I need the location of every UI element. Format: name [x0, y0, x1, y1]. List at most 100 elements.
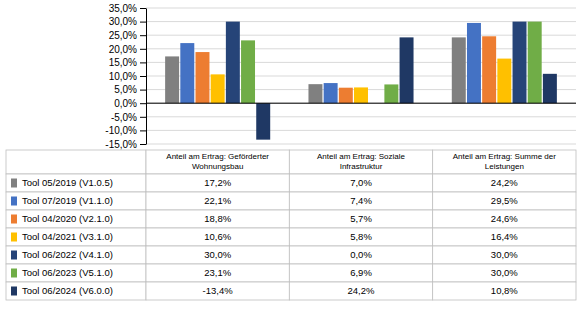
table-cell: [289, 264, 432, 282]
bar-series: [226, 22, 527, 104]
table-cell: [6, 210, 146, 228]
table-cell: [433, 228, 576, 246]
bar: [165, 56, 179, 103]
table-cell: [146, 282, 289, 300]
table-cell: [289, 192, 432, 210]
bar: [195, 52, 209, 103]
bar-series: [195, 36, 496, 103]
tick: 30,0%: [109, 16, 146, 27]
table-cell: [6, 264, 146, 282]
table-value: 24,6%: [491, 213, 518, 224]
grid-line: [146, 130, 576, 131]
table-value: 17,2%: [204, 177, 231, 188]
chart: -15,0% -10,0% -5,0% 0,0% 5,0% 10,0% 15,0% 20,0%…: [0, 0, 582, 312]
table-header-line: Wohnungsbau: [192, 162, 243, 171]
tick-label: 15,0%: [109, 57, 137, 68]
tick-mark: [140, 90, 146, 91]
tick-mark: [140, 62, 146, 63]
legend-label: Tool 06/2022 (V4.1.0): [22, 249, 113, 260]
legend-swatch: [11, 287, 17, 296]
table-cell: [6, 174, 146, 192]
tick-mark: [140, 22, 146, 23]
legend-swatch: [11, 269, 17, 278]
table-header-line: Leistungen: [485, 162, 524, 171]
bar: [256, 103, 270, 139]
tick: -5,0%: [111, 112, 146, 123]
table-cell: [6, 282, 146, 300]
table-value: 30,0%: [491, 267, 518, 278]
table-value: 5,7%: [350, 213, 372, 224]
bar: [543, 74, 557, 103]
tick-mark: [140, 8, 146, 9]
tick-label: -10,0%: [105, 125, 137, 136]
table-cell: [146, 192, 289, 210]
bar: [324, 83, 338, 103]
tick: 20,0%: [109, 44, 146, 55]
table-cell: [433, 246, 576, 264]
table-cell: [146, 228, 289, 246]
legend-swatch: [11, 215, 17, 224]
bar: [452, 37, 466, 103]
bar: [211, 74, 225, 103]
bar-series: [211, 59, 512, 104]
bar: [226, 22, 240, 104]
bar-series: [180, 23, 481, 103]
tick: 10,0%: [109, 71, 146, 82]
zero-line: [146, 103, 576, 104]
table-value: 22,1%: [204, 195, 231, 206]
table-value: 5,8%: [350, 231, 372, 242]
grid: [146, 8, 576, 144]
tick-mark: [140, 144, 146, 145]
table-value: -13,4%: [203, 285, 234, 296]
tick-label: 0,0%: [114, 98, 137, 109]
bar: [180, 43, 194, 103]
legend-label: Tool 05/2019 (V1.0.5): [22, 177, 113, 188]
bar: [384, 84, 398, 103]
bar: [400, 37, 414, 103]
tick-mark: [140, 103, 146, 104]
legend-label: Tool 06/2023 (V5.1.0): [22, 267, 113, 278]
table-cell: [6, 192, 146, 210]
bars: [165, 22, 557, 140]
bar: [241, 40, 255, 103]
table-value: 10,8%: [491, 285, 518, 296]
table-value: 18,8%: [204, 213, 231, 224]
table-cell: [289, 174, 432, 192]
table-value: 6,9%: [350, 267, 372, 278]
bar: [308, 84, 322, 103]
legend-label: Tool 04/2021 (V3.1.0): [22, 231, 113, 242]
table-cell: [146, 264, 289, 282]
grid-line: [146, 62, 576, 63]
tick-label: -15,0%: [105, 139, 137, 150]
bar-series: [241, 22, 542, 104]
table-cell: [146, 150, 289, 174]
table-value: 24,2%: [348, 285, 375, 296]
bar: [513, 22, 527, 104]
table-header: Anteil am Ertrag: SozialeInfrastruktur: [317, 152, 406, 171]
table-cell: [433, 192, 576, 210]
bar: [354, 87, 368, 103]
tick-mark: [140, 35, 146, 36]
table-value: 0,0%: [350, 249, 372, 260]
tick: 5,0%: [114, 84, 146, 95]
tick: -10,0%: [105, 125, 146, 136]
legend-swatch: [11, 179, 17, 188]
table-cell: [433, 282, 576, 300]
table-value: 24,2%: [491, 177, 518, 188]
table-cell: [146, 246, 289, 264]
bar: [528, 22, 542, 104]
table-cell: [289, 282, 432, 300]
tick-label: 20,0%: [109, 44, 137, 55]
grid-line: [146, 21, 576, 22]
bar: [482, 36, 496, 103]
bar: [467, 23, 481, 103]
table-header-line: Anteil am Ertrag: Summe der: [453, 152, 556, 161]
legend-swatch: [11, 251, 17, 260]
grid-line: [146, 144, 576, 145]
table-value: 30,0%: [204, 249, 231, 260]
table-cell: [433, 150, 576, 174]
table-cell: [146, 210, 289, 228]
grid-line: [146, 8, 576, 9]
table-value: 16,4%: [491, 231, 518, 242]
bar-series: [256, 37, 557, 139]
